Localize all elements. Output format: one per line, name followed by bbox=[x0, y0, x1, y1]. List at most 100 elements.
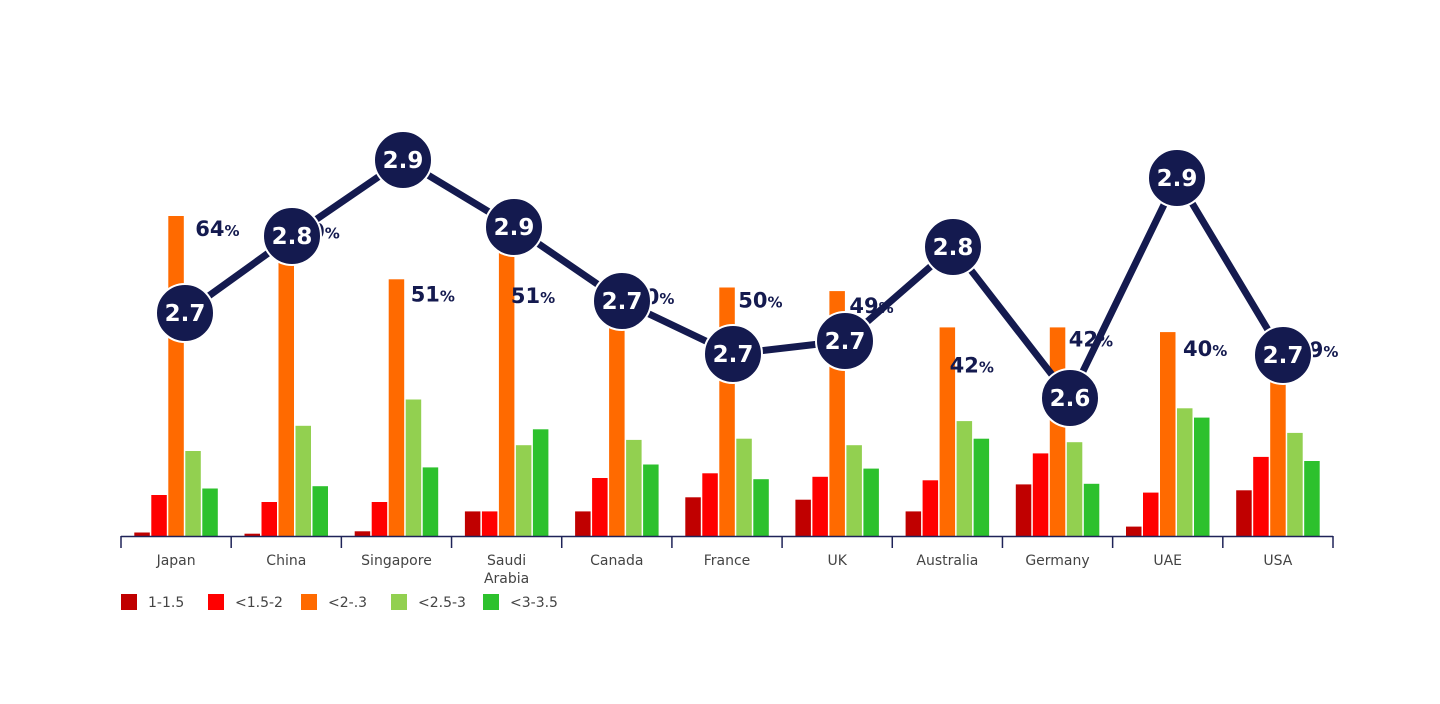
score-marker-china: 2.8 bbox=[262, 206, 322, 266]
bar-germany-series-3 bbox=[1049, 327, 1066, 536]
x-axis: Japan China Singapore Saudi Arabia Canada Fran… bbox=[120, 535, 1334, 587]
bar-singapore-series-4 bbox=[405, 399, 422, 536]
bar-saudi-arabia-series-4 bbox=[515, 445, 532, 536]
bar-usa-series-1 bbox=[1236, 490, 1252, 536]
bar-china-series-2 bbox=[261, 502, 277, 536]
bar-singapore-series-3 bbox=[388, 279, 405, 536]
legend-swatch bbox=[301, 594, 317, 610]
bar-germany-series-1 bbox=[1015, 484, 1032, 536]
bar-china-series-4 bbox=[295, 425, 311, 536]
bar-singapore-series-2 bbox=[371, 502, 388, 536]
bar-australia-series-4 bbox=[956, 421, 973, 536]
bar-japan-series-4 bbox=[185, 451, 201, 536]
legend-item-1: 1-1.5 bbox=[121, 594, 184, 611]
x-tick-label-france: France bbox=[704, 553, 751, 569]
bar-australia-series-5 bbox=[973, 438, 990, 536]
bar-usa-series-5 bbox=[1304, 461, 1320, 536]
bar-germany-series-5 bbox=[1083, 483, 1100, 536]
x-tick-label-uae: UAE bbox=[1153, 553, 1182, 569]
bar-germany-series-4 bbox=[1066, 442, 1083, 536]
bar-uae-series-5 bbox=[1194, 417, 1210, 536]
score-marker-canada: 2.7 bbox=[592, 271, 652, 331]
value-label-singapore: 51% bbox=[411, 282, 455, 306]
legend-swatch bbox=[483, 594, 499, 610]
score-label-germany: 2.6 bbox=[1050, 386, 1091, 412]
bar-china-series-3 bbox=[278, 238, 294, 537]
bar-australia-series-2 bbox=[922, 480, 939, 536]
bar-uae-series-2 bbox=[1143, 492, 1159, 536]
legend-item-3: <2-.3 bbox=[301, 594, 367, 611]
score-label-usa: 2.7 bbox=[1263, 343, 1304, 369]
legend-item-2: <1.5-2 bbox=[208, 594, 283, 611]
score-label-canada: 2.7 bbox=[602, 289, 643, 315]
x-tick-label-germany: Germany bbox=[1025, 553, 1089, 569]
bar-saudi-arabia-series-5 bbox=[532, 429, 549, 536]
legend-label: <2-.3 bbox=[328, 595, 367, 611]
legend-item-4: <2.5-3 bbox=[391, 594, 466, 611]
value-label-uae: 40% bbox=[1183, 337, 1227, 361]
value-label-japan: 64% bbox=[195, 217, 239, 241]
bar-france-series-4 bbox=[736, 438, 752, 536]
score-label-uk: 2.7 bbox=[825, 329, 866, 355]
bar-china-series-1 bbox=[244, 533, 260, 536]
value-label-australia: 42% bbox=[950, 353, 994, 377]
score-label-saudi-arabia: 2.9 bbox=[494, 215, 535, 241]
legend-label: <3-3.5 bbox=[510, 595, 558, 611]
value-label-saudi-arabia: 51% bbox=[511, 284, 555, 308]
bar-canada-series-3 bbox=[609, 284, 625, 536]
score-marker-germany: 2.6 bbox=[1040, 368, 1100, 428]
x-tick-label-usa: USA bbox=[1263, 553, 1292, 569]
x-tick-label-uk: UK bbox=[827, 553, 847, 569]
legend-label: 1-1.5 bbox=[148, 595, 184, 611]
bar-japan-series-3 bbox=[168, 216, 184, 536]
x-tick-label-singapore: Singapore bbox=[361, 553, 432, 569]
x-tick-label-australia: Australia bbox=[916, 553, 978, 569]
bar-france-series-5 bbox=[753, 479, 769, 536]
bar-australia-series-3 bbox=[939, 327, 956, 536]
score-label-uae: 2.9 bbox=[1157, 166, 1198, 192]
bar-uk-series-4 bbox=[846, 445, 862, 536]
bar-usa-series-2 bbox=[1253, 456, 1269, 536]
score-label-china: 2.8 bbox=[272, 224, 313, 250]
score-marker-saudi-arabia: 2.9 bbox=[484, 197, 544, 257]
bar-canada-series-1 bbox=[575, 511, 591, 536]
score-marker-uae: 2.9 bbox=[1147, 148, 1207, 208]
bar-canada-series-2 bbox=[592, 478, 608, 536]
score-label-australia: 2.8 bbox=[933, 235, 974, 261]
legend-swatch bbox=[391, 594, 407, 610]
x-tick-label-saudi-arabia: Saudi Arabia bbox=[484, 553, 529, 587]
legend: 1-1.5 <1.5-2 <2-.3 <2.5-3 <3-3.5 bbox=[121, 594, 558, 611]
bar-uk-series-2 bbox=[812, 476, 828, 536]
bar-usa-series-4 bbox=[1287, 432, 1303, 536]
legend-label: <1.5-2 bbox=[235, 595, 283, 611]
score-marker-france: 2.7 bbox=[703, 324, 763, 384]
bar-france-series-2 bbox=[702, 473, 718, 536]
value-label-france: 50% bbox=[738, 289, 782, 313]
bar-japan-series-2 bbox=[151, 495, 167, 536]
bar-japan-series-5 bbox=[202, 488, 218, 536]
score-marker-usa: 2.7 bbox=[1253, 325, 1313, 385]
score-marker-singapore: 2.9 bbox=[373, 130, 433, 190]
x-tick-label-japan: Japan bbox=[156, 553, 196, 569]
score-line: 2.7 2.8 2.9 2.9 2.7 2.7 2.7 2.8 2.6 2.9 2.7 bbox=[155, 130, 1313, 428]
bar-singapore-series-1 bbox=[354, 531, 371, 536]
bar-canada-series-5 bbox=[643, 464, 659, 536]
bar-saudi-arabia-series-2 bbox=[481, 511, 498, 536]
score-marker-australia: 2.8 bbox=[923, 217, 983, 277]
score-label-japan: 2.7 bbox=[165, 301, 206, 327]
score-marker-japan: 2.7 bbox=[155, 283, 215, 343]
bar-uae-series-1 bbox=[1126, 526, 1142, 536]
bar-uae-series-4 bbox=[1177, 408, 1193, 536]
bar-saudi-arabia-series-1 bbox=[464, 511, 481, 536]
bar-japan-series-1 bbox=[134, 532, 150, 536]
bar-france-series-1 bbox=[685, 497, 701, 536]
bars-layer bbox=[134, 216, 1320, 537]
legend-swatch bbox=[121, 594, 137, 610]
bar-australia-series-1 bbox=[905, 511, 922, 536]
x-tick-label-canada: Canada bbox=[590, 553, 643, 569]
bar-uae-series-3 bbox=[1160, 332, 1176, 536]
legend-item-5: <3-3.5 bbox=[483, 594, 558, 611]
bar-canada-series-4 bbox=[626, 439, 642, 536]
